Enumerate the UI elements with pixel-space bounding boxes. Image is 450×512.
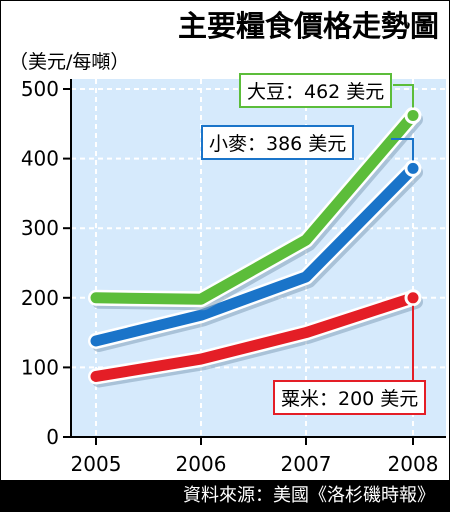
y-tick-label: 200: [21, 286, 59, 310]
wheat-callout-label: 小麥：386 美元: [201, 125, 355, 160]
y-tick-label: 500: [21, 77, 59, 101]
wheat-end-point: [404, 159, 422, 177]
millet-end-point: [404, 289, 422, 307]
millet-series-line: [90, 292, 419, 382]
x-tick-label: 2006: [176, 452, 227, 476]
x-tick-label: 2005: [71, 452, 122, 476]
soy-series-line: [90, 109, 419, 305]
chart-title: 主要糧食價格走勢圖: [177, 9, 439, 43]
y-tick-label: 0: [46, 425, 59, 449]
soy-callout-connector: [393, 84, 414, 108]
soy-end-point: [404, 106, 422, 124]
source-footer: 資料來源：美國《洛杉磯時報》: [1, 480, 449, 511]
y-tick-label: 300: [21, 216, 59, 240]
y-tick-label: 100: [21, 355, 59, 379]
wheat-callout-connector: [391, 138, 414, 161]
x-tick-label: 2008: [388, 452, 439, 476]
millet-callout-label: 粟米：200 美元: [273, 380, 427, 415]
y-tick-label: 400: [21, 147, 59, 171]
soy-callout-label: 大豆：462 美元: [239, 73, 393, 108]
y-axis-unit-label: （美元/每噸）: [9, 51, 130, 73]
wheat-series-line: [90, 162, 419, 347]
x-tick-label: 2007: [281, 452, 332, 476]
